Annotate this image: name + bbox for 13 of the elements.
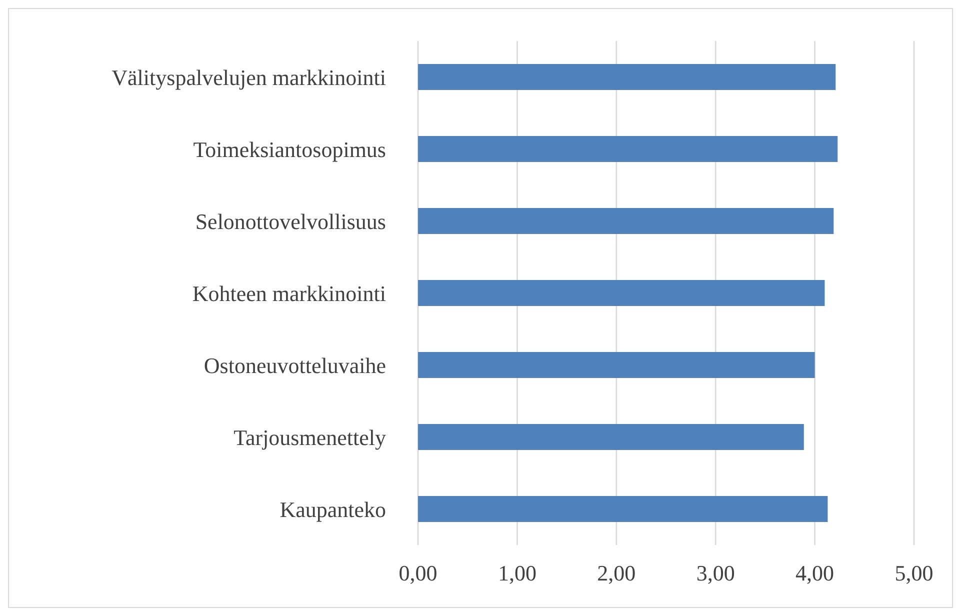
y-tick-label: Kohteen markkinointi — [192, 280, 386, 306]
x-tick-label: 1,00 — [498, 560, 536, 586]
y-tick-label: Välityspalvelujen markkinointi — [112, 64, 386, 90]
y-tick-label: Kaupanteko — [280, 496, 386, 522]
x-tick-label: 3,00 — [696, 560, 735, 586]
y-tick-label: Selonottovelvollisuus — [195, 208, 386, 234]
x-tick-label: 4,00 — [796, 560, 834, 586]
y-tick-label: Ostoneuvotteluvaihe — [204, 352, 386, 378]
y-tick-label: Toimeksiantosopimus — [193, 136, 386, 162]
x-tick-label: 0,00 — [398, 560, 438, 586]
x-tick-label: 5,00 — [894, 560, 934, 586]
y-tick-label: Tarjousmenettely — [234, 424, 386, 450]
x-tick-label: 2,00 — [597, 560, 636, 586]
